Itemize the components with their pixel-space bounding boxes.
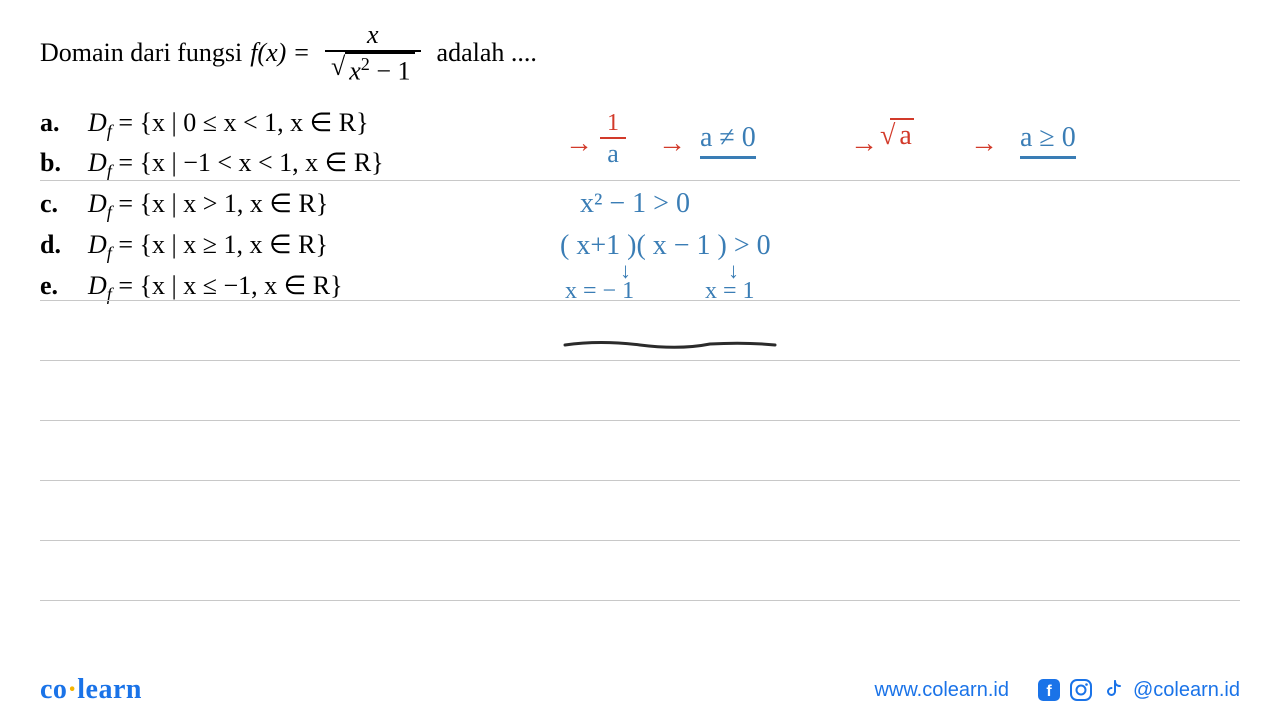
hw-solution-2: x = 1 xyxy=(705,278,755,305)
option-rest: = {x | −1 < x < 1, x ∈ R} xyxy=(112,148,384,177)
option-rest: = {x | 0 ≤ x < 1, x ∈ R} xyxy=(112,108,369,137)
option-body: Df = {x | 0 ≤ x < 1, x ∈ R} xyxy=(88,105,369,144)
hw-condition-a-neq-0: a ≠ 0 xyxy=(700,122,756,159)
fraction-numerator: x xyxy=(361,20,385,50)
sqrt-content: x2 − 1 xyxy=(345,52,414,87)
rule-line xyxy=(40,600,1240,601)
rule-line xyxy=(40,300,1240,301)
brand-logo: co·learn xyxy=(40,674,142,706)
sqrt-icon xyxy=(331,52,345,82)
rule-line xyxy=(40,480,1240,481)
hw-sqrt-a: √a xyxy=(890,120,914,152)
option-rest: = {x | x ≥ 1, x ∈ R} xyxy=(112,230,328,259)
content-area: Domain dari fungsi f(x) = x x2 − 1 adala… xyxy=(0,0,1280,640)
hw-number-line xyxy=(560,330,780,360)
option-body: Df = {x | x ≥ 1, x ∈ R} xyxy=(88,227,328,266)
denom-exp: 2 xyxy=(361,54,370,74)
rule-line xyxy=(40,360,1240,361)
denom-var: x xyxy=(349,57,361,86)
hw-step-1: x² − 1 > 0 xyxy=(580,188,690,220)
question-func: f(x) xyxy=(250,38,286,68)
option-body: Df = {x | x > 1, x ∈ R} xyxy=(88,186,328,225)
logo-co: co xyxy=(40,674,67,705)
hw-frac-num: 1 xyxy=(607,110,619,137)
tiktok-icon[interactable] xyxy=(1101,678,1125,702)
hw-solution-1: x = − 1 xyxy=(565,278,634,305)
rule-line xyxy=(40,540,1240,541)
rule-line xyxy=(40,180,1240,181)
instagram-icon[interactable] xyxy=(1069,678,1093,702)
question-prefix: Domain dari fungsi xyxy=(40,38,242,68)
option-label: d. xyxy=(40,227,88,262)
hw-condition-a-ge-0: a ≥ 0 xyxy=(1020,122,1076,159)
option-label: e. xyxy=(40,268,88,303)
option-rest: = {x | x > 1, x ∈ R} xyxy=(112,189,328,218)
footer-bar: co·learn www.colearn.id f @colearn.id xyxy=(0,660,1280,720)
hw-frac-den: a xyxy=(607,139,619,169)
option-label: a. xyxy=(40,105,88,140)
option-var: D xyxy=(88,189,107,218)
denom-tail: − 1 xyxy=(376,57,410,86)
question-fraction: x x2 − 1 xyxy=(325,20,421,87)
footer-url[interactable]: www.colearn.id xyxy=(874,679,1009,702)
fraction-denominator: x2 − 1 xyxy=(325,52,421,87)
hw-arrow-icon: → xyxy=(565,128,593,160)
hw-arrow-icon: → xyxy=(850,128,878,160)
option-label: c. xyxy=(40,186,88,221)
option-body: Df = {x | −1 < x < 1, x ∈ R} xyxy=(88,145,384,184)
logo-dot: · xyxy=(67,674,77,705)
option-rest: = {x | x ≤ −1, x ∈ R} xyxy=(112,271,343,300)
rule-line xyxy=(40,420,1240,421)
option-var: D xyxy=(88,230,107,259)
logo-learn: learn xyxy=(77,674,142,705)
option-var: D xyxy=(88,108,107,137)
svg-text:f: f xyxy=(1046,683,1052,700)
facebook-icon[interactable]: f xyxy=(1037,678,1061,702)
hw-sqrt-var: a xyxy=(899,120,911,151)
social-handle[interactable]: @colearn.id xyxy=(1133,679,1240,702)
question-equals: = xyxy=(294,38,309,68)
social-links: f @colearn.id xyxy=(1037,678,1240,702)
question-text: Domain dari fungsi f(x) = x x2 − 1 adala… xyxy=(40,20,1240,87)
question-suffix: adalah .... xyxy=(437,38,537,68)
option-var: D xyxy=(88,148,107,177)
option-var: D xyxy=(88,271,107,300)
hw-arrow-icon: → xyxy=(658,128,686,160)
hw-step-2: ( x+1 )( x − 1 ) > 0 xyxy=(560,230,771,262)
hw-fraction: 1 a xyxy=(600,110,626,169)
hw-arrow-icon: → xyxy=(970,128,998,160)
option-label: b. xyxy=(40,145,88,180)
